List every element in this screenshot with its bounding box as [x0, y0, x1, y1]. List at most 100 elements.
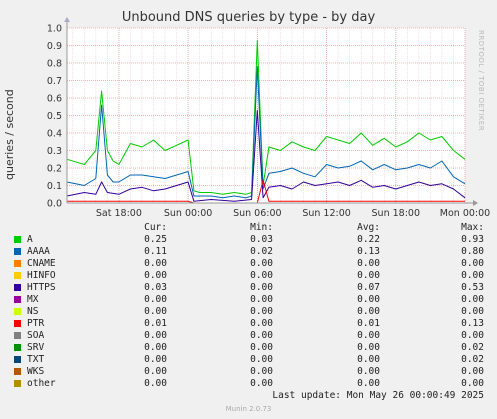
y-tick-label: 0.5: [47, 111, 62, 122]
legend-series-name: SOA: [27, 330, 45, 341]
legend-swatch: [14, 356, 21, 363]
legend-swatch: [14, 248, 21, 255]
legend-min-value: 0.00: [250, 294, 273, 305]
legend-avg-value: 0.22: [357, 234, 380, 245]
legend-max-value: 0.02: [461, 354, 484, 365]
legend-avg-value: 0.00: [357, 354, 380, 365]
legend-series-name: MX: [27, 294, 39, 305]
legend-series-name: PTR: [27, 318, 45, 329]
legend-row: AAAA 0.11 0.02 0.13 0.80: [0, 246, 497, 258]
legend-row: MX 0.00 0.00 0.00 0.00: [0, 294, 497, 306]
x-tick-label: Mon 00:00: [440, 208, 490, 219]
legend-min-value: 0.00: [250, 318, 273, 329]
series-line-ptr: [67, 179, 465, 204]
legend-cur-value: 0.00: [144, 294, 167, 305]
legend-avg-value: 0.00: [357, 330, 380, 341]
legend-cur-value: 0.00: [144, 258, 167, 269]
legend-avg-value: 0.00: [357, 270, 380, 281]
legend-swatch: [14, 320, 21, 327]
x-tick-label: Sat 18:00: [96, 208, 142, 219]
legend-min-value: 0.00: [250, 270, 273, 281]
y-tick-label: 0.4: [47, 129, 62, 140]
legend-min-value: 0.00: [250, 354, 273, 365]
y-tick-label: 0.0: [47, 199, 62, 210]
legend-row: PTR 0.01 0.00 0.01 0.13: [0, 318, 497, 330]
y-tick-label: 0.7: [47, 76, 62, 87]
legend-max-value: 0.00: [461, 270, 484, 281]
legend-min-value: 0.00: [250, 258, 273, 269]
munin-version: Munin 2.0.73: [225, 405, 272, 413]
legend-swatch: [14, 332, 21, 339]
legend-cur-value: 0.00: [144, 330, 167, 341]
y-tick-label: 0.2: [47, 164, 62, 175]
legend-cur-value: 0.00: [144, 342, 167, 353]
legend-cur-value: 0.25: [144, 234, 167, 245]
legend-max-value: 0.00: [461, 366, 484, 377]
legend-avg-value: 0.07: [357, 282, 380, 293]
legend-min-value: 0.03: [250, 234, 273, 245]
legend-row: HINFO 0.00 0.00 0.00 0.00: [0, 270, 497, 282]
legend-max-value: 0.00: [461, 306, 484, 317]
legend-row: SRV 0.00 0.00 0.00 0.02: [0, 342, 497, 354]
legend-row: A 0.25 0.03 0.22 0.93: [0, 234, 497, 246]
legend-max-value: 0.93: [461, 234, 484, 245]
legend-series-name: other: [27, 378, 56, 389]
legend-max-value: 0.13: [461, 318, 484, 329]
legend-cur-value: 0.11: [144, 246, 167, 257]
legend-row: SOA 0.00 0.00 0.00 0.00: [0, 330, 497, 342]
legend-series-name: TXT: [27, 354, 45, 365]
legend-row: TXT 0.00 0.00 0.00 0.02: [0, 354, 497, 366]
legend-row: CNAME 0.00 0.00 0.00 0.00: [0, 258, 497, 270]
legend-max-value: 0.80: [461, 246, 484, 257]
legend-min-value: 0.00: [250, 342, 273, 353]
legend-avg-value: 0.13: [357, 246, 380, 257]
legend-swatch: [14, 368, 21, 375]
x-tick-label: Sun 06:00: [233, 208, 281, 219]
legend-series-name: CNAME: [27, 258, 56, 269]
legend-max-value: 0.00: [461, 258, 484, 269]
x-tick-label: Sun 12:00: [302, 208, 350, 219]
legend-cur-value: 0.01: [144, 318, 167, 329]
legend-series-name: NS: [27, 306, 39, 317]
legend-max-value: 0.00: [461, 330, 484, 341]
legend-row: other 0.00 0.00 0.00 0.00: [0, 378, 497, 390]
series-line-a: [66, 39, 466, 195]
legend-header-cur: Cur:: [144, 222, 167, 233]
legend-row: WKS 0.00 0.00 0.00 0.00: [0, 366, 497, 378]
legend-avg-value: 0.00: [357, 342, 380, 353]
legend-swatch: [14, 296, 21, 303]
legend-header-avg: Avg:: [357, 222, 380, 233]
legend-row: NS 0.00 0.00 0.00 0.00: [0, 306, 497, 318]
legend-cur-value: 0.03: [144, 282, 167, 293]
rrdtool-watermark: RRDTOOL / TOBI OETIKER: [477, 30, 485, 132]
legend-cur-value: 0.00: [144, 306, 167, 317]
legend-max-value: 0.53: [461, 282, 484, 293]
series-line-aaaa: [66, 66, 466, 199]
legend-swatch: [14, 380, 21, 387]
x-tick-label: Sun 00:00: [164, 208, 212, 219]
legend-min-value: 0.00: [250, 282, 273, 293]
legend-swatch: [14, 344, 21, 351]
legend-series-name: A: [27, 234, 33, 245]
legend-cur-value: 0.00: [144, 270, 167, 281]
legend-avg-value: 0.00: [357, 258, 380, 269]
legend-series-name: AAAA: [27, 246, 50, 257]
legend-cur-value: 0.00: [144, 366, 167, 377]
chart-title: Unbound DNS queries by type - by day: [121, 10, 376, 25]
legend-swatch: [14, 272, 21, 279]
plot-svg: 0.0 0.1 0.2 0.3 0.4 0.5 0.6 0.7 0.8 0.9 1.0 Sat 18:…: [47, 17, 490, 219]
legend-avg-value: 0.00: [357, 294, 380, 305]
legend-header-max: Max:: [461, 222, 484, 233]
legend-header: Cur: Min: Avg: Max:: [0, 222, 497, 234]
y-tick-label: 0.9: [47, 41, 62, 52]
y-tick-label: 0.1: [47, 181, 62, 192]
legend-min-value: 0.00: [250, 378, 273, 389]
legend-max-value: 0.00: [461, 378, 484, 389]
legend-avg-value: 0.01: [357, 318, 380, 329]
last-update: Last update: Mon May 26 00:00:49 2025: [272, 390, 484, 401]
y-axis-arrow: [64, 17, 70, 22]
legend-cur-value: 0.00: [144, 354, 167, 365]
y-tick-label: 0.6: [47, 94, 62, 105]
y-tick-label: 0.3: [47, 146, 62, 157]
legend-min-value: 0.00: [250, 306, 273, 317]
